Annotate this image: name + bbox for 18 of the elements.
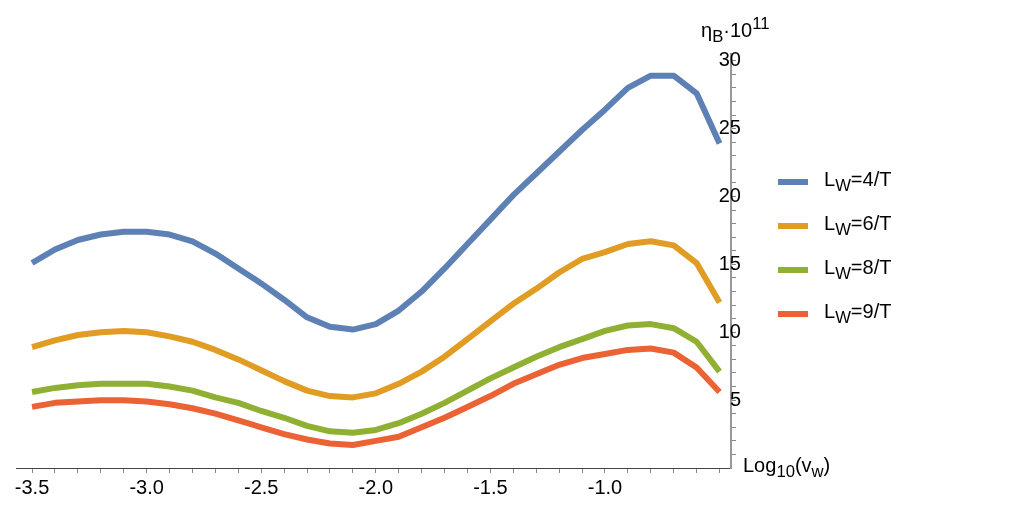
x-tick-label: -3.5 (14, 475, 50, 498)
legend-label: L$_{W}$=9/T (824, 300, 892, 328)
y-tick-label: 20 (718, 184, 741, 207)
legend-label: L$_{W}$=4/T (824, 168, 892, 196)
x-tick-label: -2.0 (358, 475, 394, 498)
y-tick-label: 5 (729, 387, 741, 410)
y-tick-label: 15 (718, 251, 741, 274)
x-tick-label: -3.0 (129, 475, 164, 498)
y-tick-label: 10 (718, 319, 741, 342)
y-axis-title: η$_{B}$·10$^{11}$ (701, 14, 770, 47)
legend-label: L$_{W}$=8/T (824, 256, 892, 284)
y-tick-label: 25 (718, 116, 741, 139)
legend-label: L$_{W}$=6/T (824, 212, 892, 240)
x-tick-label: -1.5 (473, 475, 508, 498)
x-tick-label: -2.5 (243, 475, 279, 498)
y-tick-label: 30 (718, 48, 741, 71)
x-axis-title: Log$_{10}$(v$_{w}$) (743, 454, 831, 482)
x-tick-label: -1.0 (587, 475, 623, 498)
